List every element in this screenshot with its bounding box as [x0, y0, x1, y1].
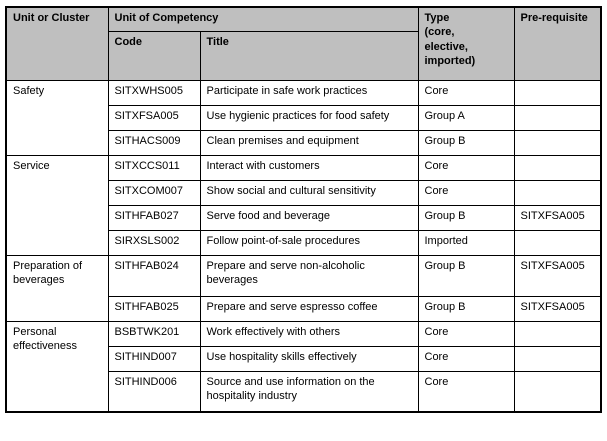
title-cell: Serve food and beverage [199, 204, 419, 231]
type-cell: Core [417, 345, 515, 372]
prerequisite-cell: SITXFSA005 [513, 295, 602, 322]
col-header-title: Title [199, 30, 419, 81]
table-row: SITHACS009 Clean premises and equipment … [6, 129, 602, 156]
table-header: Unit or Cluster Unit of Competency Type … [5, 6, 602, 81]
table-body: Safety SITXWHS005 Participate in safe wo… [5, 79, 602, 413]
code-cell: SITXWHS005 [107, 79, 201, 106]
prerequisite-cell [513, 129, 602, 156]
title-cell: Prepare and serve espresso coffee [199, 295, 419, 322]
prerequisite-cell [513, 154, 602, 181]
table-row: Personal effectiveness BSBTWK201 Work ef… [5, 320, 602, 413]
code-cell: SITHFAB024 [107, 254, 201, 297]
table-row: Service SITXCCS011 Interact with custome… [5, 154, 602, 256]
type-cell: Group B [417, 129, 515, 156]
cluster-cell: Safety [5, 79, 109, 156]
table-row: SITHIND007 Use hospitality skills effect… [6, 345, 602, 372]
title-cell: Use hygienic practices for food safety [199, 104, 419, 131]
type-cell: Core [417, 79, 515, 106]
table-row: SITXFSA005 Use hygienic practices for fo… [6, 104, 602, 131]
prerequisite-cell [513, 370, 602, 413]
type-cell: Group A [417, 104, 515, 131]
type-cell: Core [417, 370, 515, 413]
prerequisite-cell [513, 179, 602, 206]
title-cell: Show social and cultural sensitivity [199, 179, 419, 206]
cluster-cell: Personal effectiveness [5, 320, 109, 413]
cluster-cell: Service [5, 154, 109, 256]
col-header-unit-or-cluster: Unit or Cluster [5, 6, 109, 81]
prerequisite-cell [513, 229, 602, 256]
table-row: SITXCOM007 Show social and cultural sens… [6, 179, 602, 206]
prerequisite-cell: SITXFSA005 [513, 254, 602, 297]
table-row: SIRXSLS002 Follow point-of-sale procedur… [6, 229, 602, 256]
code-cell: SITHIND007 [107, 345, 201, 372]
code-cell: SITHFAB025 [107, 295, 201, 322]
prerequisite-cell: SITXFSA005 [513, 204, 602, 231]
type-cell: Core [417, 179, 515, 206]
col-header-unit-of-competency: Unit of Competency [107, 6, 419, 32]
col-header-prerequisite: Pre-requisite [513, 6, 602, 81]
title-cell: Clean premises and equipment [199, 129, 419, 156]
title-cell: Follow point-of-sale procedures [199, 229, 419, 256]
col-header-code: Code [107, 30, 201, 81]
code-cell: SITXFSA005 [107, 104, 201, 131]
type-cell: Core [417, 154, 515, 181]
col-header-type: Type (core, elective, imported) [417, 6, 515, 81]
type-cell: Core [417, 320, 515, 347]
prerequisite-cell [513, 345, 602, 372]
title-cell: Prepare and serve non-alcoholic beverage… [199, 254, 419, 297]
title-cell: Work effectively with others [199, 320, 419, 347]
prerequisite-cell [513, 104, 602, 131]
code-cell: SITXCOM007 [107, 179, 201, 206]
type-cell: Group B [417, 204, 515, 231]
header-row-2: Code Title [6, 30, 601, 81]
prerequisite-cell [513, 79, 602, 106]
table-row: Preparation of beverages SITHFAB024 Prep… [5, 254, 602, 322]
title-cell: Participate in safe work practices [199, 79, 419, 106]
title-cell: Use hospitality skills effectively [199, 345, 419, 372]
code-cell: SITXCCS011 [107, 154, 201, 181]
title-cell: Interact with customers [199, 154, 419, 181]
table-row: Safety SITXWHS005 Participate in safe wo… [5, 79, 602, 156]
code-cell: SIRXSLS002 [107, 229, 201, 256]
table-row: SITHFAB025 Prepare and serve espresso co… [6, 295, 602, 322]
title-cell: Source and use information on the hospit… [199, 370, 419, 413]
code-cell: SITHACS009 [107, 129, 201, 156]
type-cell: Group B [417, 254, 515, 297]
code-cell: SITHFAB027 [107, 204, 201, 231]
competency-table: Unit or Cluster Unit of Competency Type … [5, 6, 602, 413]
type-cell: Group B [417, 295, 515, 322]
prerequisite-cell [513, 320, 602, 347]
header-row-1: Unit or Cluster Unit of Competency Type … [5, 6, 602, 81]
type-cell: Imported [417, 229, 515, 256]
code-cell: SITHIND006 [107, 370, 201, 413]
code-cell: BSBTWK201 [107, 320, 201, 347]
table-row: SITHIND006 Source and use information on… [6, 370, 602, 413]
cluster-cell: Preparation of beverages [5, 254, 109, 322]
